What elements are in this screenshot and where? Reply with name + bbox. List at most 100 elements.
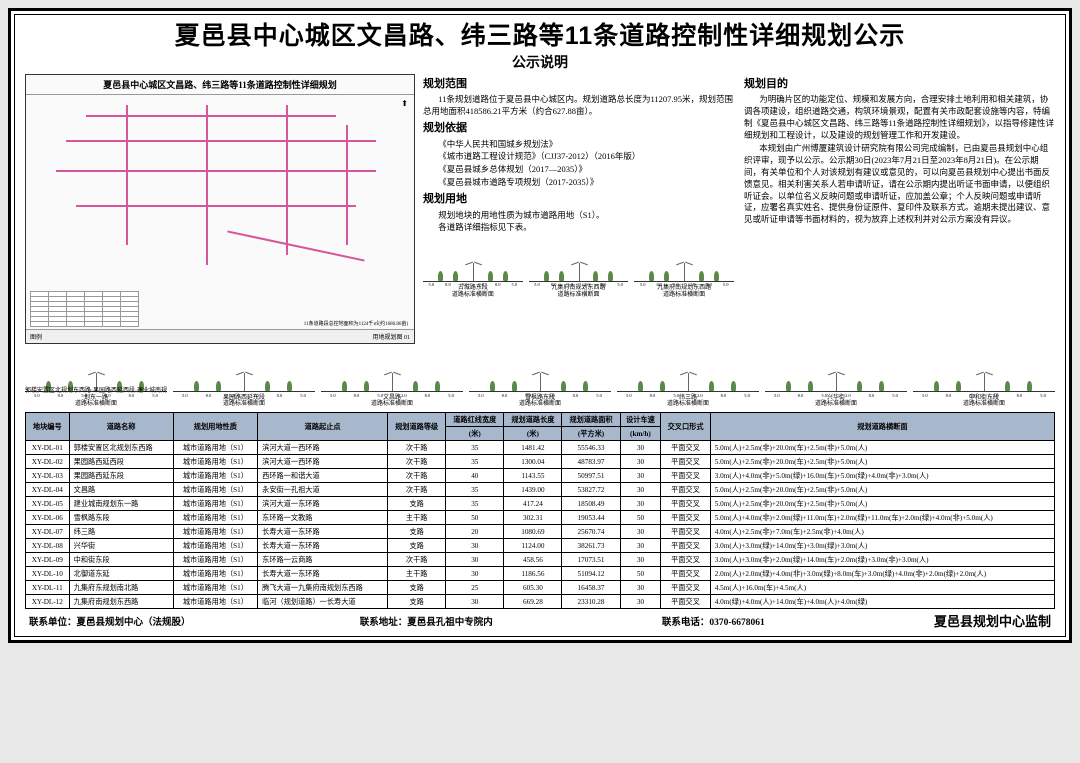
cell: 东环路一文教路 [258, 511, 388, 525]
th: 规划用地性质 [173, 413, 258, 441]
cell: XY-DL-05 [26, 497, 70, 511]
cell: 平面交叉 [661, 539, 710, 553]
cs-row-top: 5.08.05.02.08.05.0 古城路东段道路标准横断面 5.08.05.… [423, 238, 734, 298]
cell: 50997.51 [562, 469, 620, 483]
cell: 城市道路用地（S1） [173, 469, 258, 483]
cell: 30 [620, 441, 661, 455]
cell: 城市道路用地（S1） [173, 581, 258, 595]
cell: 25670.74 [562, 525, 620, 539]
cell: 城市道路用地（S1） [173, 441, 258, 455]
cell: XY-DL-09 [26, 553, 70, 567]
cell: 城市道路用地（S1） [173, 497, 258, 511]
cell: 城市道路用地（S1） [173, 455, 258, 469]
cell: XY-DL-12 [26, 595, 70, 609]
cell: 平面交叉 [661, 483, 710, 497]
cross-section: 5.08.05.02.08.05.0 中和街东段道路标准横断面 [913, 348, 1055, 408]
cell: 30 [620, 483, 661, 497]
cross-section: 5.08.05.02.08.05.0 九集府南规划东西路道路标准横断面 [529, 238, 629, 298]
basis-item-3: 《夏邑县城市道路专项规划（2017-2035）》 [438, 177, 734, 189]
table-row: XY-DL-10北御道东延城市道路用地（S1）长寿大道一东环路主干路301186… [26, 567, 1055, 581]
cell: 平面交叉 [661, 525, 710, 539]
footer: 联系单位：夏邑县规划中心（法规股） 联系地址：夏邑县孔祖中专院内 联系电话：03… [25, 611, 1055, 630]
cell: 30 [446, 539, 504, 553]
table-row: XY-DL-12九集府南规划东西路城市道路用地（S1）临河（规划道路）一长寿大道… [26, 595, 1055, 609]
footer-unit: 联系单位：夏邑县规划中心（法规股） [29, 614, 191, 628]
cell: 20 [446, 525, 504, 539]
cell: 30 [620, 469, 661, 483]
cell: 1080.69 [504, 525, 562, 539]
cell: 滨河大道一西环路 [258, 441, 388, 455]
upper-row: 夏邑县中心城区文昌路、纬三路等11条道路控制性详细规划 [25, 74, 1055, 344]
cell: 48783.97 [562, 455, 620, 469]
cell: 4.5m(人)+16.0m(车)+4.5m(人) [710, 581, 1054, 595]
cell: 18508.49 [562, 497, 620, 511]
cell: 3.0m(人)+3.0m(绿)+14.0m(车)+3.0m(绿)+3.0m(人) [710, 539, 1054, 553]
cell: 38261.73 [562, 539, 620, 553]
cell: 平面交叉 [661, 553, 710, 567]
cell: 平面交叉 [661, 497, 710, 511]
cell: 平面交叉 [661, 455, 710, 469]
roads-table: 地块编号道路名称规划用地性质道路起止点规划道路等级道路红线宽度规划道路长度规划道… [25, 412, 1055, 609]
cell: XY-DL-03 [26, 469, 70, 483]
land-text-1: 规划地块的用地性质为城市道路用地（S1）。 [423, 210, 734, 222]
cell: 果园路西延东段 [69, 469, 173, 483]
cell: 51094.12 [562, 567, 620, 581]
map-footer: 图例 用地规划图 01 [26, 329, 414, 343]
cross-section: 5.08.05.02.08.05.0 兴华街道路标准横断面 [765, 348, 907, 408]
cell: XY-DL-07 [26, 525, 70, 539]
land-heading: 规划用地 [423, 192, 734, 207]
outer-frame: 夏邑县中心城区文昌路、纬三路等11条道路控制性详细规划公示 公示说明 夏邑县中心… [8, 8, 1072, 643]
cell: 滨河大道一西环路 [258, 455, 388, 469]
th: 道路起止点 [258, 413, 388, 441]
table-row: XY-DL-02果园路西延西段城市道路用地（S1）滨河大道一西环路次干路3513… [26, 455, 1055, 469]
cell: 长寿大道一东环路 [258, 539, 388, 553]
cell: 平面交叉 [661, 581, 710, 595]
basis-item-0: 《中华人民共和国城乡规划法》 [438, 139, 734, 151]
cell: 30 [620, 525, 661, 539]
cell: 支路 [388, 525, 446, 539]
cell: 平面交叉 [661, 511, 710, 525]
cell: XY-DL-04 [26, 483, 70, 497]
cell: 1124.00 [504, 539, 562, 553]
table-header: 地块编号道路名称规划用地性质道路起止点规划道路等级道路红线宽度规划道路长度规划道… [26, 413, 1055, 427]
cell: 西环路一和谐大道 [258, 469, 388, 483]
cell: 605.30 [504, 581, 562, 595]
cell: 平面交叉 [661, 567, 710, 581]
cell: 北御道东延 [69, 567, 173, 581]
table-row: XY-DL-03果园路西延东段城市道路用地（S1）西环路一和谐大道次干路4011… [26, 469, 1055, 483]
map-canvas: ⬆ 11条道路段总控地面积为1124千㎡(约1686.86亩) [26, 95, 414, 329]
cell: 文昌路 [69, 483, 173, 497]
table-row: XY-DL-01郭楼安置区北规划东西路城市道路用地（S1）滨河大道一西环路次干路… [26, 441, 1055, 455]
map-note: 11条道路段总控地面积为1124千㎡(约1686.86亩) [304, 320, 408, 327]
footer-tel: 联系电话：0370-6678061 [662, 614, 765, 628]
cell: 城市道路用地（S1） [173, 567, 258, 581]
map-footer-label: 用地规划图 [372, 335, 402, 341]
main-title: 夏邑县中心城区文昌路、纬三路等11条道路控制性详细规划公示 [25, 21, 1055, 51]
inner-frame: 夏邑县中心城区文昌路、纬三路等11条道路控制性详细规划公示 公示说明 夏邑县中心… [14, 14, 1066, 637]
cell: 雪枫路东段 [69, 511, 173, 525]
cell: 次干路 [388, 455, 446, 469]
th-unit: (米) [504, 427, 562, 441]
cell: 5.0m(人)+2.5m(非)+20.0m(车)+2.5m(非)+5.0m(人) [710, 455, 1054, 469]
cell: 支路 [388, 497, 446, 511]
th: 交叉口形式 [661, 413, 710, 441]
cell: 5.0m(人)+2.5m(非)+20.0m(车)+2.5m(非)+5.0m(人) [710, 497, 1054, 511]
cell: 30 [620, 553, 661, 567]
table-row: XY-DL-08兴华街城市道路用地（S1）长寿大道一东环路支路301124.00… [26, 539, 1055, 553]
cell: 5.0m(人)+2.5m(非)+20.0m(车)+2.5m(非)+5.0m(人) [710, 483, 1054, 497]
cell: 3.0m(人)+3.0m(非)+2.0m(绿)+14.0m(车)+2.0m(绿)… [710, 553, 1054, 567]
text-columns: 规划范围 11条规划道路位于夏邑县中心城区内。规划道路总长度为11207.95米… [423, 74, 1055, 344]
cell: 平面交叉 [661, 595, 710, 609]
scope-text: 11条规划道路位于夏邑县中心城区内。规划道路总长度为11207.95米，规划范围… [423, 94, 734, 118]
cell: 九集府东规划南北路 [69, 581, 173, 595]
scope-heading: 规划范围 [423, 77, 734, 92]
cell: 东环路一云商路 [258, 553, 388, 567]
cell: 17073.51 [562, 553, 620, 567]
basis-item-2: 《夏邑县城乡总体规划（2017—2035）》 [438, 164, 734, 176]
cell: 郭楼安置区北规划东西路 [69, 441, 173, 455]
cell: 30 [446, 567, 504, 581]
th: 道路名称 [69, 413, 173, 441]
cell: 1300.04 [504, 455, 562, 469]
cell: 滨河大道一东环路 [258, 497, 388, 511]
cross-section: 5.08.05.02.08.05.0 文昌路道路标准横断面 [321, 348, 463, 408]
